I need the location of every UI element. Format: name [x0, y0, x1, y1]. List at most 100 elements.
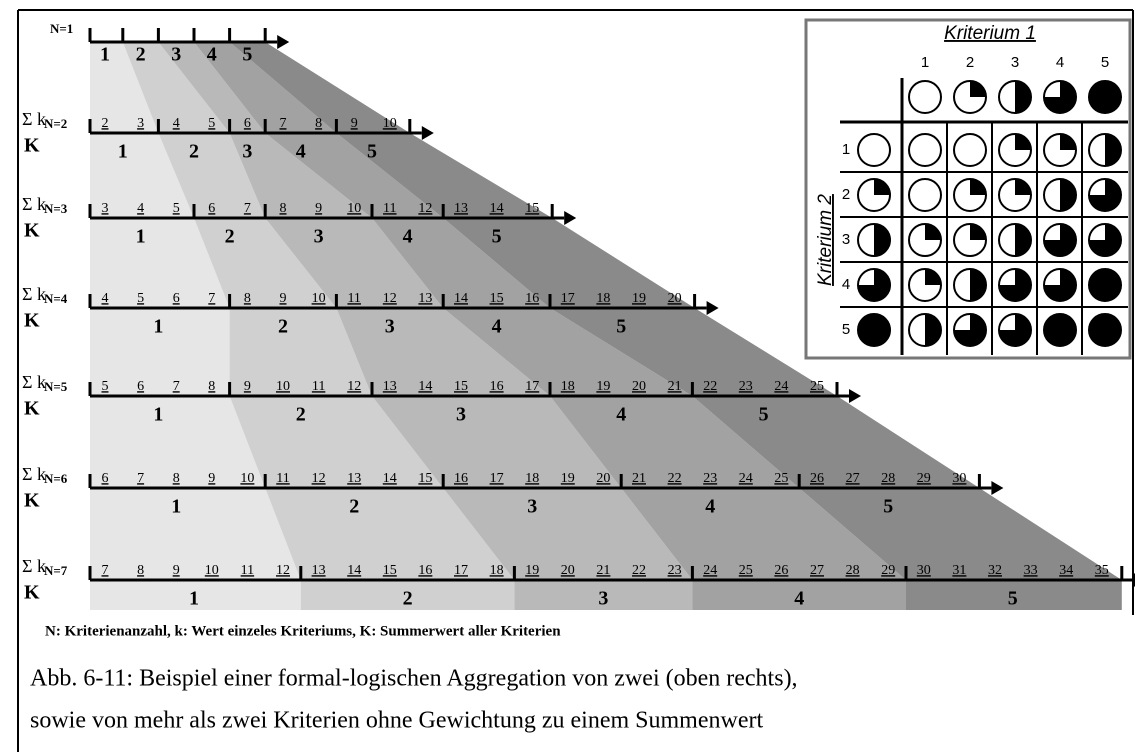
sum-value: 2: [102, 116, 109, 131]
sum-value: 12: [418, 201, 432, 216]
sum-value: 19: [596, 379, 610, 394]
sum-value: 15: [454, 379, 468, 394]
sum-value: 10: [312, 291, 326, 306]
sum-value: 23: [739, 379, 753, 394]
sum-value: 15: [525, 201, 539, 216]
sum-value: 3: [137, 116, 144, 131]
sum-value: 12: [276, 563, 290, 578]
pie-fill: [1015, 134, 1031, 150]
n-label: N=6: [44, 471, 68, 486]
pie-fill: [1044, 269, 1076, 301]
sum-value: 23: [668, 563, 682, 578]
pie-fill: [925, 224, 941, 240]
class-label: 1: [118, 141, 128, 163]
pie-fill: [925, 314, 941, 346]
n-label: N=5: [44, 379, 68, 394]
sum-value: 8: [315, 116, 322, 131]
class-label: 4: [207, 44, 217, 66]
sum-value: 4: [102, 291, 109, 306]
class-label: 2: [296, 404, 306, 426]
pie: [953, 178, 987, 212]
sum-value: 7: [173, 379, 180, 394]
class-label: 3: [242, 141, 252, 163]
pie-fill: [874, 224, 890, 256]
axis-arrow: [421, 126, 434, 140]
shading: [90, 42, 1122, 610]
sum-value: 6: [137, 379, 144, 394]
class-label: 3: [385, 316, 395, 338]
class-label: 1: [189, 588, 199, 610]
sum-value: 30: [917, 563, 931, 578]
pie: [1088, 223, 1122, 257]
pie-fill: [970, 81, 986, 97]
sum-value: 30: [952, 471, 966, 486]
pie: [998, 80, 1032, 114]
pie: [998, 313, 1032, 347]
sum-value: 3: [102, 201, 109, 216]
pie: [1043, 133, 1077, 167]
class-label: 1: [153, 316, 163, 338]
sum-value: 25: [739, 563, 753, 578]
pie: [857, 223, 891, 257]
pie: [857, 268, 891, 302]
sum-value: 7: [137, 471, 144, 486]
sum-value: 26: [810, 471, 824, 486]
sum-value: 6: [102, 471, 109, 486]
class-wedge: [194, 42, 906, 610]
pie-fill: [1105, 134, 1121, 166]
row-label: 4: [842, 276, 850, 293]
pie: [857, 178, 891, 212]
sum-value: 22: [632, 563, 646, 578]
sum-value: 10: [347, 201, 361, 216]
inset-title: Kriterium 1: [944, 23, 1036, 44]
pie-fill: [925, 269, 941, 285]
n-label: N=4: [44, 291, 68, 306]
sum-value: 22: [668, 471, 682, 486]
sum-value: 13: [454, 201, 468, 216]
pie: [953, 313, 987, 347]
sum-value: 24: [774, 379, 788, 394]
sum-value: 12: [347, 379, 361, 394]
pie: [1043, 80, 1077, 114]
row-label: 5: [842, 321, 850, 338]
sum-value: 12: [383, 291, 397, 306]
class-wedge: [229, 42, 1122, 610]
sum-value: 8: [208, 379, 215, 394]
pie-fill: [999, 314, 1031, 346]
class-label: 4: [492, 316, 502, 338]
pie-fill: [1044, 314, 1076, 346]
sum-value: 7: [280, 116, 287, 131]
sum-value: 16: [525, 291, 539, 306]
sum-value: 16: [418, 563, 432, 578]
axis-arrow: [564, 211, 577, 225]
sum-value: 8: [173, 471, 180, 486]
pie-fill: [1015, 224, 1031, 256]
pie-fill: [858, 269, 890, 301]
sum-value: 5: [208, 116, 215, 131]
sum-value: 20: [561, 563, 575, 578]
sum-value: 24: [703, 563, 717, 578]
sum-symbol: Σ k: [22, 464, 46, 484]
sum-value: 18: [525, 471, 539, 486]
sum-value: 31: [952, 563, 966, 578]
pie-outline: [908, 178, 942, 212]
pie-fill: [954, 314, 986, 346]
sum-value: 28: [846, 563, 860, 578]
pie-fill: [1015, 179, 1031, 195]
class-label: 3: [527, 496, 537, 518]
caption-line: sowie von mehr als zwei Kriterien ohne G…: [30, 708, 763, 734]
sum-value: 18: [596, 291, 610, 306]
class-label: 2: [136, 44, 146, 66]
sum-value: 10: [205, 563, 219, 578]
axis-arrow: [277, 35, 290, 49]
class-label: 3: [314, 226, 324, 248]
total-symbol: K: [24, 582, 40, 604]
sum-value: 11: [347, 291, 360, 306]
pie-outline: [953, 133, 987, 167]
sum-value: 13: [418, 291, 432, 306]
sum-value: 21: [632, 471, 646, 486]
sum-value: 13: [383, 379, 397, 394]
class-label: 2: [278, 316, 288, 338]
n-label: N=3: [44, 201, 68, 216]
